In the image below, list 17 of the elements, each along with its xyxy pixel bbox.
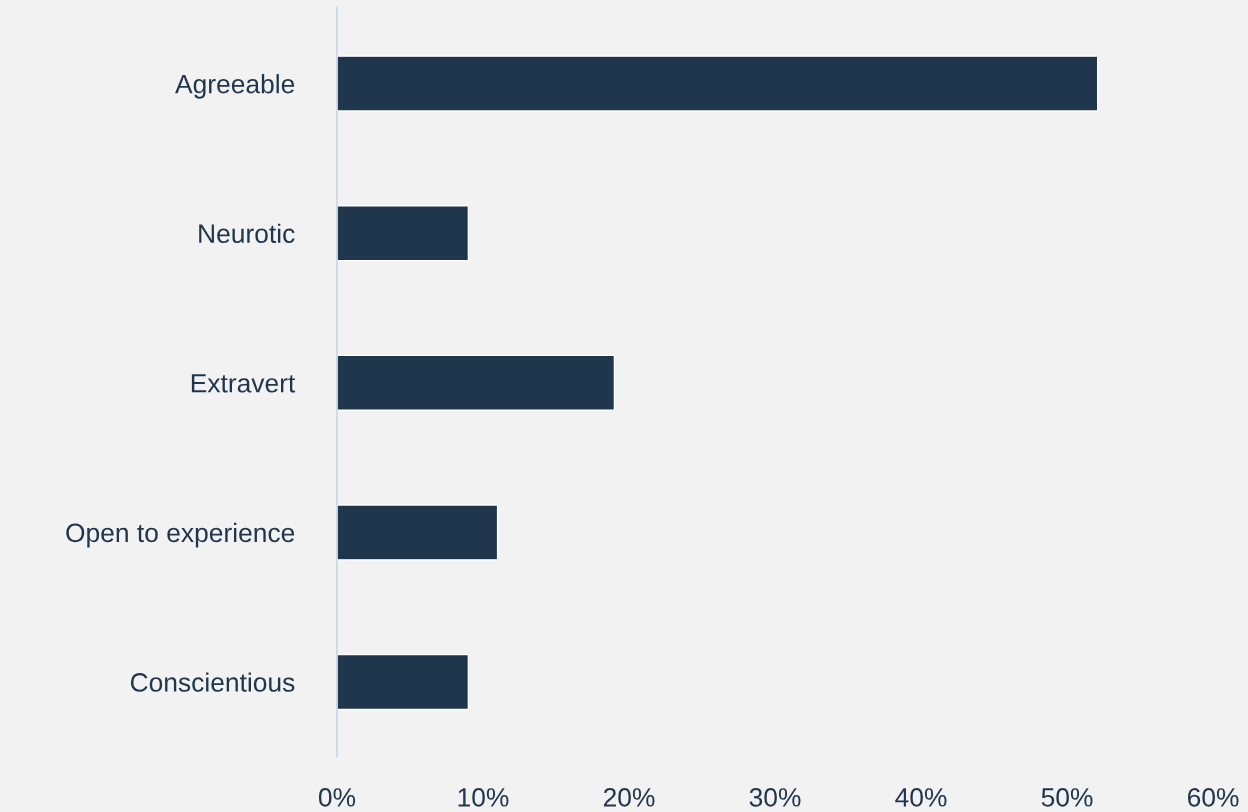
- bar: [336, 653, 470, 711]
- x-tick-label: 10%: [458, 788, 509, 807]
- bar: [336, 55, 1099, 112]
- bar: [336, 205, 470, 262]
- x-tick-label: 20%: [603, 788, 655, 807]
- y-tick-label: Neurotic: [199, 223, 295, 244]
- x-tick-label: 40%: [895, 788, 947, 807]
- x-tick-label: 60%: [1187, 788, 1239, 807]
- y-tick-label: Open to experience: [66, 522, 295, 548]
- x-tick-label: 0%: [318, 788, 356, 807]
- y-tick-label: Extravert: [191, 374, 296, 393]
- y-tick-label: Agreeable: [175, 74, 295, 99]
- x-tick-label: 50%: [1041, 788, 1093, 807]
- x-tick-label: 30%: [749, 788, 801, 807]
- y-tick-label: Conscientious: [130, 672, 295, 692]
- bar: [336, 504, 499, 561]
- bar: [336, 354, 616, 411]
